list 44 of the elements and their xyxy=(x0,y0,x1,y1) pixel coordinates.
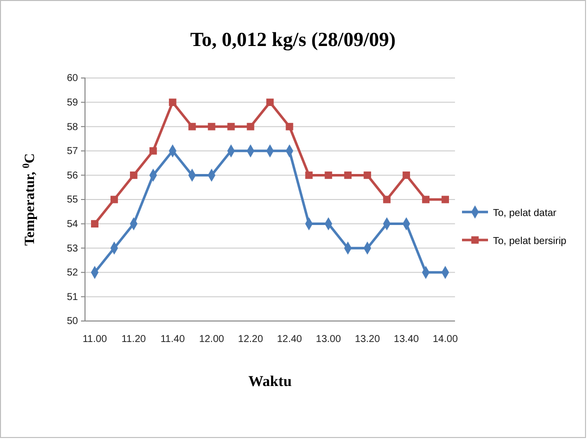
point xyxy=(208,122,216,130)
point xyxy=(422,196,430,204)
x-tick-label: 11.20 xyxy=(122,334,146,346)
y-tick-label: 52 xyxy=(66,268,78,279)
y-tick-label: 50 xyxy=(66,316,78,328)
y-tick-label: 55 xyxy=(66,194,78,206)
point xyxy=(188,122,196,130)
point xyxy=(305,171,313,179)
x-axis-title: Waktu xyxy=(248,374,292,390)
y-tick-label: 60 xyxy=(66,73,78,84)
point xyxy=(286,122,294,130)
x-tick-label: 11.00 xyxy=(82,334,108,346)
point xyxy=(227,122,235,130)
point xyxy=(324,171,332,179)
point xyxy=(442,196,449,204)
x-tick-label: 13.00 xyxy=(316,334,342,346)
point xyxy=(364,171,372,179)
point xyxy=(149,147,157,155)
y-tick-label: 56 xyxy=(66,170,78,182)
x-tick-label: 13.20 xyxy=(354,334,380,346)
legend-label: To, pelat bersirip xyxy=(493,236,567,247)
point xyxy=(168,98,176,106)
y-tick-label: 54 xyxy=(66,219,78,230)
x-tick-label: 11.40 xyxy=(160,334,186,346)
point xyxy=(91,220,98,228)
point xyxy=(402,171,410,179)
y-tick-label: 53 xyxy=(66,243,78,254)
x-tick-label: 12.20 xyxy=(238,334,264,346)
point xyxy=(383,196,391,204)
y-tick-label: 59 xyxy=(66,98,78,108)
point xyxy=(246,122,254,130)
point xyxy=(130,171,138,179)
point xyxy=(344,171,352,179)
y-tick-label: 58 xyxy=(66,122,78,133)
point xyxy=(110,196,118,204)
x-tick-label: 12.40 xyxy=(276,334,302,346)
x-tick-label: 13.40 xyxy=(394,334,420,346)
x-tick-label: 14.00 xyxy=(432,334,458,346)
y-tick-label: 51 xyxy=(66,292,78,303)
point xyxy=(266,98,274,106)
chart-title: To, 0,012 kg/s (28/09/09) xyxy=(190,29,396,51)
y-tick-label: 57 xyxy=(66,146,78,158)
legend-label: To, pelat datar xyxy=(493,208,558,219)
x-tick-label: 12.00 xyxy=(199,334,225,346)
